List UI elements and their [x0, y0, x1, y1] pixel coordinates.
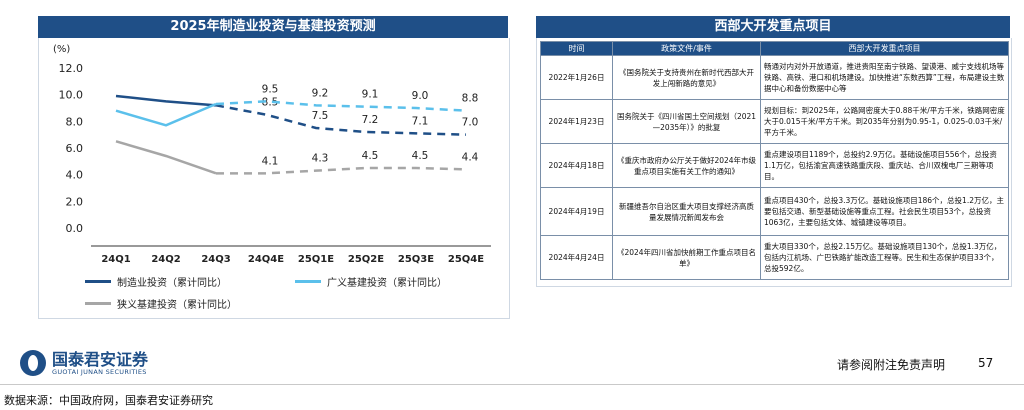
data-label: 7.0: [462, 117, 479, 129]
row-policy: 国务院关于《四川省国土空间规划（2021—2035年）》的批复: [612, 99, 761, 144]
logo-name: 国泰君安证券: [52, 349, 149, 369]
x-tick-label: 25Q4E: [448, 254, 484, 265]
y-tick-label: 4.0: [66, 169, 84, 182]
chart-title: 2025年制造业投资与基建投资预测: [38, 16, 508, 38]
table-header-row: 时间 政策文件/事件 西部大开发重点项目: [540, 41, 1009, 56]
line-chart: 0.0 2.0 4.0 6.0 8.0 10.0 12.0 (%) 24Q1 24Q2 24Q3 24…: [53, 44, 491, 265]
source-note: 数据来源：中国政府网，国泰君安证券研究: [4, 394, 213, 407]
series-line-forecast: [216, 166, 467, 175]
data-label: 8.8: [462, 93, 479, 105]
legend-item-broad-infra: 广义基建投资（累计同比）: [295, 274, 447, 289]
x-tick-label: 24Q3: [201, 254, 230, 265]
x-tick-label: 24Q2: [151, 254, 180, 265]
legend-item-manufacturing: 制造业投资（累计同比）: [85, 274, 227, 289]
data-label: 4.3: [312, 153, 329, 165]
table-row: 2024年4月19日 新疆维吾尔自治区重大项目支撑经济高质量发展情况新闻发布会 …: [540, 187, 1009, 236]
x-tick-label: 24Q1: [101, 254, 130, 265]
projects-table: 时间 政策文件/事件 西部大开发重点项目 2022年1月26日 《国务院关于支持…: [540, 41, 1009, 280]
series-line-actual: [115, 140, 217, 175]
data-label: 7.1: [412, 115, 429, 127]
y-tick-label: 0.0: [66, 222, 84, 235]
row-date: 2024年4月19日: [540, 187, 613, 236]
data-label: 8.5: [262, 97, 279, 109]
row-date: 2022年1月26日: [540, 55, 613, 100]
table-panel: 时间 政策文件/事件 西部大开发重点项目 2022年1月26日 《国务院关于支持…: [536, 38, 1012, 287]
row-date: 2024年4月24日: [540, 235, 613, 280]
legend-swatch-manufacturing: [85, 280, 111, 283]
row-policy: 《重庆市政府办公厅关于做好2024年市级重点项目实施有关工作的通知》: [612, 143, 761, 188]
row-policy: 新疆维吾尔自治区重大项目支撑经济高质量发展情况新闻发布会: [612, 187, 761, 236]
header-date: 时间: [540, 41, 613, 56]
disclaimer-text: 请参阅附注免责声明: [837, 358, 946, 372]
row-projects: 规划目标：到2025年，公路网密度大于0.88千米/平方千米，铁路网密度大于0.…: [760, 99, 1009, 144]
x-tick-label: 24Q4E: [248, 254, 284, 265]
data-label: 9.1: [362, 89, 379, 101]
series-line-actual: [115, 94, 217, 107]
legend-label-manufacturing: 制造业投资（累计同比）: [117, 278, 227, 289]
table-title: 西部大开发重点项目: [536, 16, 1010, 38]
y-tick-label: 2.0: [66, 195, 84, 208]
row-projects: 畅通对内对外开放通道，推进贵阳至南宁铁路、望谟港、威宁支线机场等铁路、高铁、港口…: [760, 55, 1009, 100]
data-label: 4.5: [362, 150, 379, 162]
data-label: 7.2: [362, 114, 379, 126]
x-tick-label: 25Q3E: [398, 254, 434, 265]
y-tick-label: 12.0: [59, 62, 84, 75]
data-label: 7.5: [312, 110, 329, 122]
series-line-forecast: [215, 100, 467, 112]
legend-label-broad-infra: 广义基建投资（累计同比）: [327, 278, 447, 289]
y-axis-unit: (%): [53, 44, 70, 55]
x-tick-label: 25Q2E: [348, 254, 384, 265]
row-date: 2024年4月18日: [540, 143, 613, 188]
page-number: 57: [978, 356, 994, 370]
y-tick-label: 10.0: [59, 89, 84, 102]
logo-subtitle: GUOTAI JUNAN SECURITIES: [52, 367, 147, 376]
y-tick-label: 8.0: [66, 115, 84, 128]
y-tick-label: 6.0: [66, 142, 84, 155]
data-label: 4.5: [412, 150, 429, 162]
legend-swatch-narrow-infra: [85, 302, 111, 305]
series-line-forecast: [215, 104, 467, 136]
data-label: 9.2: [312, 87, 329, 99]
row-projects: 重大项目330个，总投2.15万亿。基础设施项目130个，总投1.3万亿，包括内…: [760, 235, 1009, 280]
table-row: 2022年1月26日 《国务院关于支持贵州在新时代西部大开发上闯新路的意见》 畅…: [540, 55, 1009, 100]
legend-swatch-broad-infra: [295, 280, 321, 283]
data-label: 4.4: [462, 151, 479, 163]
header-projects: 西部大开发重点项目: [760, 41, 1009, 56]
table-row: 2024年1月23日 国务院关于《四川省国土空间规划（2021—2035年）》的…: [540, 99, 1009, 144]
data-label: 4.1: [262, 155, 279, 167]
company-logo: 国泰君安证券 GUOTAI JUNAN SECURITIES: [20, 350, 148, 376]
legend-item-narrow-infra: 狭义基建投资（累计同比）: [85, 296, 237, 311]
table-row: 2024年4月18日 《重庆市政府办公厅关于做好2024年市级重点项目实施有关工…: [540, 143, 1009, 188]
row-projects: 重点建设项目1189个，总投约2.9万亿。基础设施项目556个，总投资1.1万亿…: [760, 143, 1009, 188]
row-policy: 《国务院关于支持贵州在新时代西部大开发上闯新路的意见》: [612, 55, 761, 100]
chart-panel: 0.0 2.0 4.0 6.0 8.0 10.0 12.0 (%) 24Q1 24Q2 24Q3 24…: [38, 38, 510, 319]
row-policy: 《2024年四川省加快前期工作重点项目名单》: [612, 235, 761, 280]
logo-mark-icon: [20, 350, 46, 376]
legend-label-narrow-infra: 狭义基建投资（累计同比）: [117, 300, 237, 311]
x-tick-label: 25Q1E: [298, 254, 334, 265]
data-label: 9.5: [262, 83, 279, 95]
table-row: 2024年4月24日 《2024年四川省加快前期工作重点项目名单》 重大项目33…: [540, 235, 1009, 280]
data-label: 9.0: [412, 90, 429, 102]
footer-divider: [0, 384, 1024, 385]
row-projects: 重点项目430个，总投3.3万亿。基础设施项目186个，总投1.2万亿，主要包括…: [760, 187, 1009, 236]
header-policy: 政策文件/事件: [612, 41, 761, 56]
series-line-actual: [115, 102, 217, 127]
row-date: 2024年1月23日: [540, 99, 613, 144]
